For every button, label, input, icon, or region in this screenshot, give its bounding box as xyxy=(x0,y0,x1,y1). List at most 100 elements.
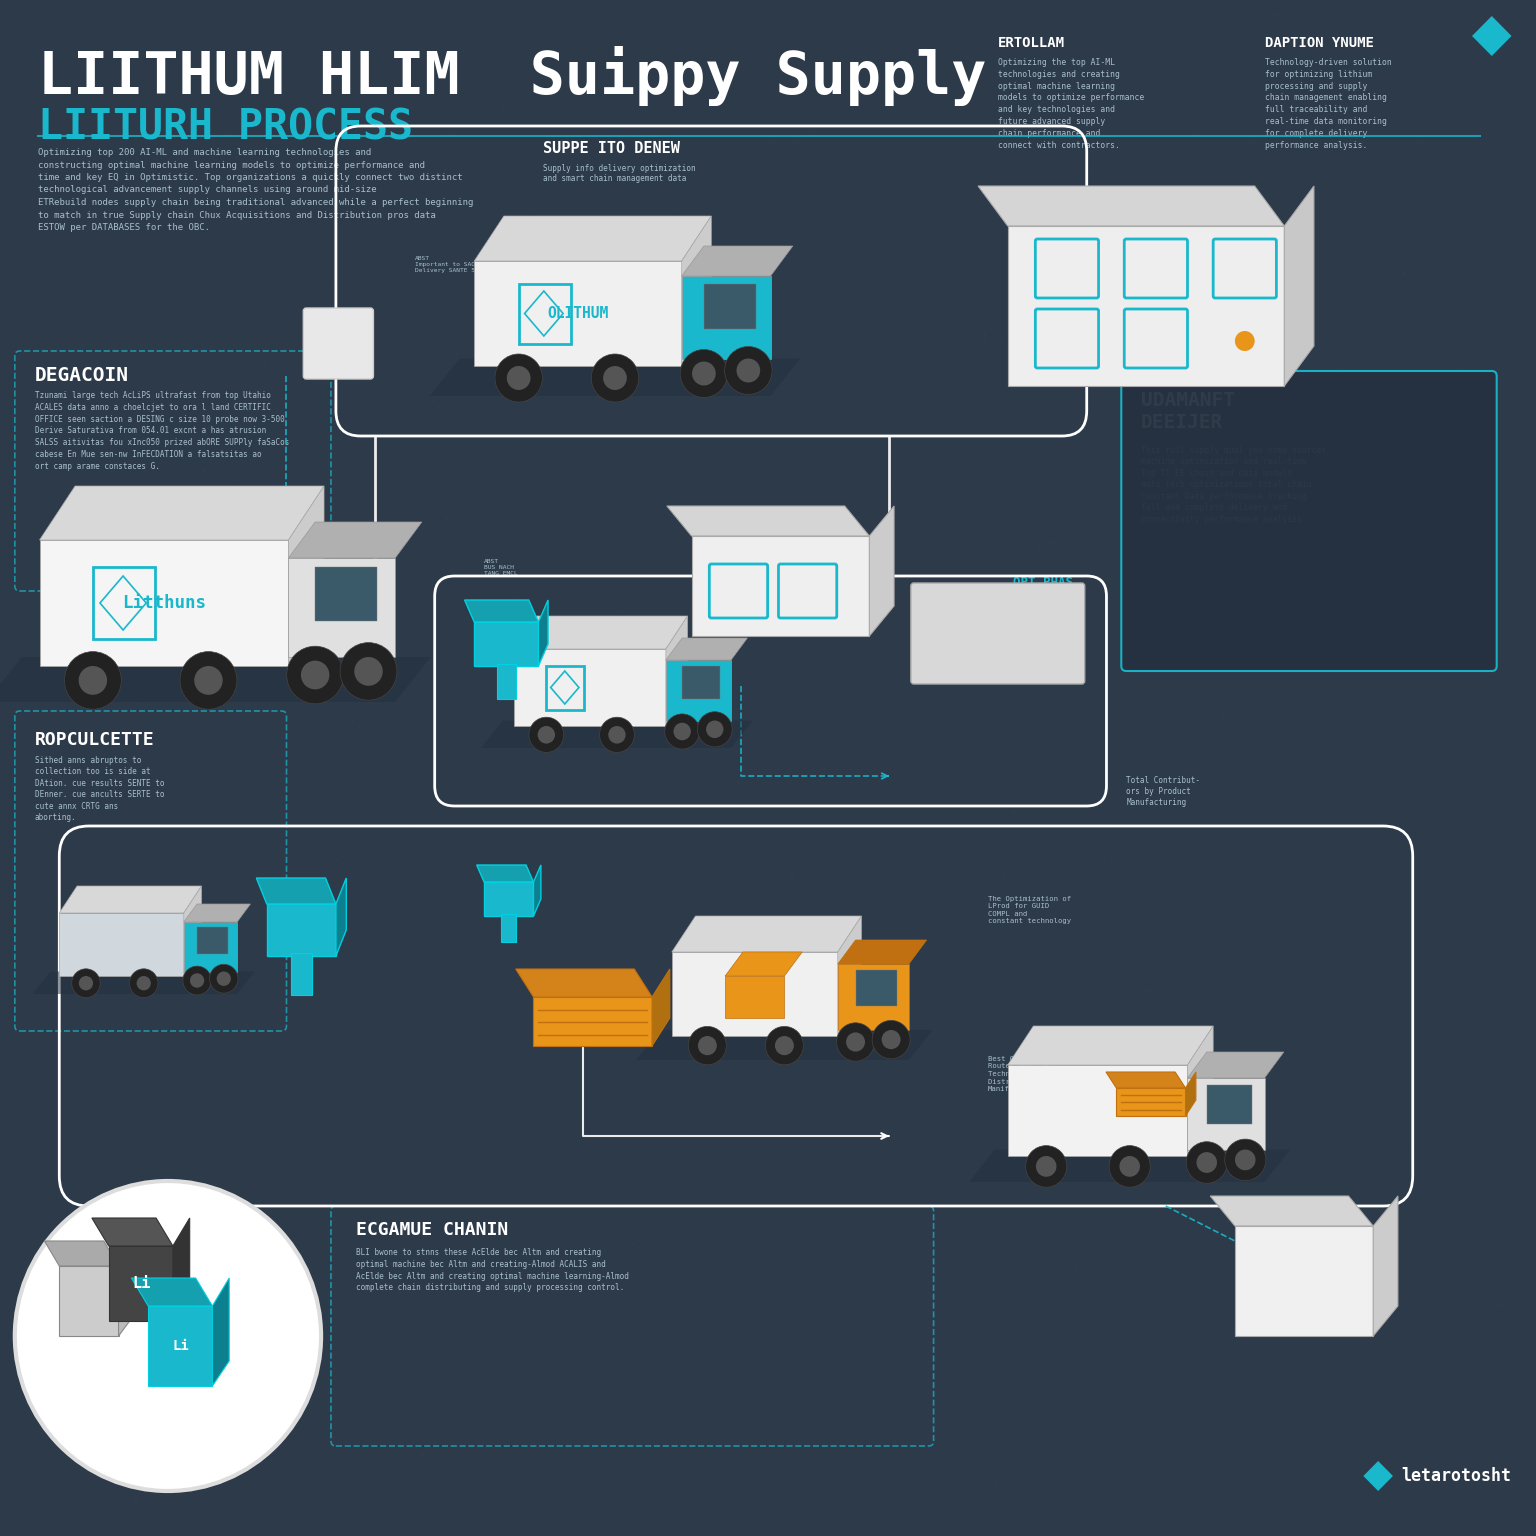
Polygon shape xyxy=(40,541,289,667)
Circle shape xyxy=(725,347,773,395)
Polygon shape xyxy=(118,1241,134,1336)
Text: Best Optimizing the
Routes and the
Technologies and
Distributions and
Manifest.: Best Optimizing the Routes and the Techn… xyxy=(988,1057,1071,1092)
Polygon shape xyxy=(1117,1087,1186,1117)
Text: ABST
BUS NACH
TANG EMCL: ABST BUS NACH TANG EMCL xyxy=(484,559,518,576)
Circle shape xyxy=(1035,1157,1057,1177)
Circle shape xyxy=(665,714,699,750)
Polygon shape xyxy=(1187,1052,1284,1078)
Circle shape xyxy=(495,353,542,402)
Circle shape xyxy=(15,1181,321,1491)
Polygon shape xyxy=(1471,15,1511,55)
Polygon shape xyxy=(725,975,785,1018)
Circle shape xyxy=(673,723,691,740)
Polygon shape xyxy=(703,284,756,329)
Circle shape xyxy=(137,975,151,991)
Text: Technology-driven solution
for optimizing lithium
processing and supply
chain ma: Technology-driven solution for optimizin… xyxy=(1264,58,1392,149)
Text: Optimizing top 200 AI-ML and machine learning technologies and
constructing opti: Optimizing top 200 AI-ML and machine lea… xyxy=(37,147,473,232)
Polygon shape xyxy=(1373,1197,1398,1336)
Text: Litthuns: Litthuns xyxy=(121,594,206,611)
Circle shape xyxy=(697,1035,717,1055)
Polygon shape xyxy=(475,622,539,667)
Circle shape xyxy=(1186,1141,1227,1183)
Polygon shape xyxy=(174,1218,189,1321)
Circle shape xyxy=(837,1023,874,1061)
Polygon shape xyxy=(464,601,539,622)
Polygon shape xyxy=(1008,1026,1213,1064)
Polygon shape xyxy=(289,485,324,667)
Polygon shape xyxy=(109,1246,174,1321)
Circle shape xyxy=(1109,1146,1150,1187)
Circle shape xyxy=(339,642,396,700)
Polygon shape xyxy=(671,952,837,1035)
Text: ROPCULCETTE: ROPCULCETTE xyxy=(35,731,154,750)
Polygon shape xyxy=(725,952,802,975)
Circle shape xyxy=(183,966,212,995)
Polygon shape xyxy=(60,1266,118,1336)
Polygon shape xyxy=(1008,1064,1187,1157)
Polygon shape xyxy=(257,879,336,905)
FancyBboxPatch shape xyxy=(290,954,312,995)
Circle shape xyxy=(846,1032,865,1052)
Polygon shape xyxy=(315,567,378,621)
Circle shape xyxy=(1120,1157,1140,1177)
Circle shape xyxy=(1235,1149,1255,1170)
Polygon shape xyxy=(289,558,395,657)
Text: DAPTION YNUME: DAPTION YNUME xyxy=(1264,35,1373,51)
FancyBboxPatch shape xyxy=(911,584,1084,684)
Text: OLITHUM: OLITHUM xyxy=(547,306,608,321)
Circle shape xyxy=(194,667,223,694)
Circle shape xyxy=(591,353,639,402)
Polygon shape xyxy=(667,505,869,536)
Polygon shape xyxy=(60,912,184,975)
Text: Total Contribut-
ors by Product
Manufacturing: Total Contribut- ors by Product Manufact… xyxy=(1126,776,1200,808)
Circle shape xyxy=(697,711,733,746)
Polygon shape xyxy=(1207,1084,1252,1123)
Polygon shape xyxy=(40,485,324,541)
Text: Tzunami large tech AcLiPS ultrafast from top Utahio
ACALES data anno a choelcjet: Tzunami large tech AcLiPS ultrafast from… xyxy=(35,392,289,472)
Circle shape xyxy=(217,971,230,986)
Polygon shape xyxy=(45,1241,118,1266)
Polygon shape xyxy=(682,276,771,358)
Circle shape xyxy=(688,1026,727,1064)
Text: LIITHUM HLIM  Suippy Supply: LIITHUM HLIM Suippy Supply xyxy=(37,46,986,106)
Polygon shape xyxy=(475,261,682,366)
Polygon shape xyxy=(1008,226,1284,386)
FancyBboxPatch shape xyxy=(501,914,516,942)
Circle shape xyxy=(736,358,760,382)
Circle shape xyxy=(604,366,627,390)
Circle shape xyxy=(65,651,121,710)
Circle shape xyxy=(882,1031,900,1049)
Polygon shape xyxy=(513,650,667,727)
Circle shape xyxy=(180,651,237,710)
Circle shape xyxy=(190,974,204,988)
Circle shape xyxy=(608,727,625,743)
Polygon shape xyxy=(336,879,346,955)
Circle shape xyxy=(707,720,723,739)
Text: SUPPE ITO DENEW: SUPPE ITO DENEW xyxy=(544,141,680,157)
Circle shape xyxy=(287,647,344,703)
Circle shape xyxy=(1026,1146,1068,1187)
Polygon shape xyxy=(691,536,869,636)
Polygon shape xyxy=(184,922,237,971)
Polygon shape xyxy=(481,720,753,748)
Polygon shape xyxy=(969,1149,1290,1183)
Text: ECGAMUE CHANIN: ECGAMUE CHANIN xyxy=(356,1221,508,1240)
Polygon shape xyxy=(212,1278,229,1385)
Polygon shape xyxy=(682,665,720,699)
Text: ABST
Important to SAOC
Delivery SANTE 5000: ABST Important to SAOC Delivery SANTE 50… xyxy=(415,257,487,272)
FancyBboxPatch shape xyxy=(496,664,516,699)
Text: ERTOLLAM: ERTOLLAM xyxy=(998,35,1064,51)
Circle shape xyxy=(599,717,634,753)
Polygon shape xyxy=(1186,1072,1197,1117)
Polygon shape xyxy=(484,882,533,915)
Polygon shape xyxy=(869,505,894,636)
Text: DEGACOIN: DEGACOIN xyxy=(35,366,129,386)
Polygon shape xyxy=(978,186,1284,226)
Text: The Optimization of
LProd for GUID
COMPL and
constant technology: The Optimization of LProd for GUID COMPL… xyxy=(988,895,1071,925)
Polygon shape xyxy=(476,865,533,882)
Polygon shape xyxy=(184,886,201,975)
Polygon shape xyxy=(1187,1078,1264,1149)
Polygon shape xyxy=(289,522,422,558)
Text: OPT PHAS: OPT PHAS xyxy=(1012,576,1072,588)
Polygon shape xyxy=(513,616,688,650)
